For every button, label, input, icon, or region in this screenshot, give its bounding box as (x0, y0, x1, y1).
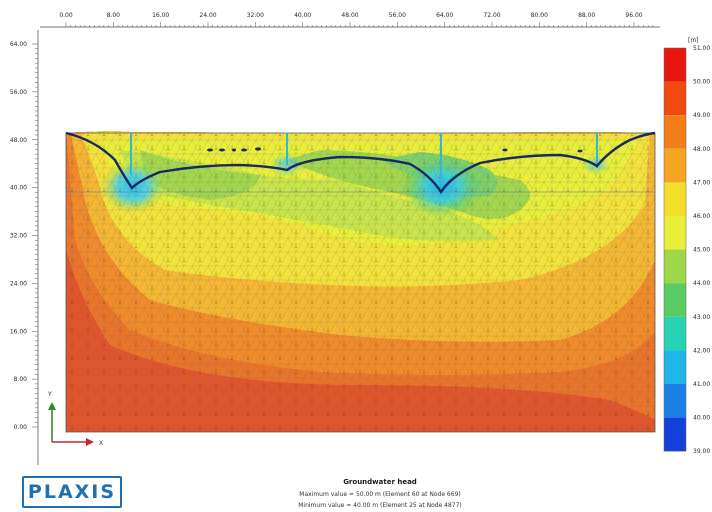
x-axis: 0.00 8.00 16.00 24.00 32.00 40.00 48.00 56.00 64… (40, 12, 660, 27)
y-tick-label: 48.00 (10, 137, 27, 144)
legend-swatch (664, 115, 686, 149)
y-axis-label: Y (47, 391, 52, 398)
x-tick-label: 80.00 (531, 12, 548, 19)
x-tick-label: 64.00 (436, 12, 453, 19)
legend-swatch (664, 149, 686, 183)
x-tick-label: 8.00 (107, 12, 121, 19)
y-tick-label: 24.00 (10, 280, 27, 287)
legend-value: 43.00 (693, 314, 710, 321)
x-tick-label: 96.00 (625, 12, 642, 19)
legend-swatch (664, 317, 686, 351)
legend-value: 46.00 (693, 213, 710, 220)
legend-value: 44.00 (693, 280, 710, 287)
legend-unit: [m] (688, 37, 699, 44)
legend-value: 47.00 (693, 179, 710, 186)
y-tick-label: 0.00 (14, 424, 28, 431)
plaxis-logo: PLAXIS (22, 476, 122, 508)
x-axis-label: X (99, 440, 103, 447)
legend-swatch (664, 182, 686, 216)
x-tick-label: 88.00 (578, 12, 595, 19)
max-value-text: Maximum value = 50.00 m (Element 60 at N… (299, 491, 460, 498)
y-tick-label: 32.00 (10, 233, 27, 240)
y-tick-label: 16.00 (10, 328, 27, 335)
plot-title: Groundwater head (343, 478, 417, 486)
y-axis: 64.00 56.00 48.00 40.00 32.00 24.00 16.00 8.00 0… (10, 30, 38, 465)
legend-swatch (664, 48, 686, 82)
x-tick-label: 16.00 (152, 12, 169, 19)
x-tick-label: 72.00 (483, 12, 500, 19)
x-tick-label: 24.00 (199, 12, 216, 19)
y-tick-label: 64.00 (10, 41, 27, 48)
x-tick-label: 0.00 (59, 12, 73, 19)
legend-value: 51.00 (693, 45, 710, 52)
legend-value: 48.00 (693, 146, 710, 153)
legend-value: 42.00 (693, 347, 710, 354)
legend-value: 39.00 (693, 448, 710, 455)
x-tick-label: 56.00 (389, 12, 406, 19)
x-tick-label: 40.00 (294, 12, 311, 19)
legend-swatch (664, 283, 686, 317)
y-tick-label: 40.00 (10, 185, 27, 192)
legend-value: 50.00 (693, 79, 710, 86)
x-tick-label: 48.00 (341, 12, 358, 19)
x-tick-label: 32.00 (247, 12, 264, 19)
legend-swatch (664, 250, 686, 284)
logo-text: PLAXIS (28, 481, 116, 503)
min-value-text: Minimum value = 40.00 m (Element 25 at N… (298, 502, 462, 509)
legend-value: 41.00 (693, 381, 710, 388)
legend-swatch (664, 350, 686, 384)
legend-swatch (664, 418, 686, 452)
legend-value: 45.00 (693, 247, 710, 254)
y-tick-label: 56.00 (10, 89, 27, 96)
legend-value: 49.00 (693, 112, 710, 119)
legend-swatch (664, 216, 686, 250)
legend-swatch (664, 82, 686, 116)
legend: [m] 51.00 50.00 49.00 48.00 47.00 46.00 45.00 4… (664, 37, 710, 455)
legend-value: 40.00 (693, 415, 710, 422)
legend-swatch (664, 384, 686, 418)
y-tick-label: 8.00 (14, 376, 28, 383)
